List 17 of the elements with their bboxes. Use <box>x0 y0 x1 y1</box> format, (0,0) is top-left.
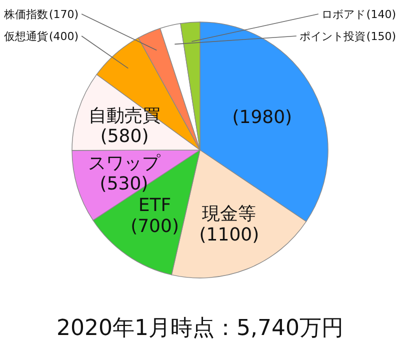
text: 2020年1月時点：5,740万円 <box>56 316 344 341</box>
slice-label: 仮想通貨 <box>4 30 48 43</box>
data-label: (530) <box>100 174 148 195</box>
slice-label: 現金等 <box>202 204 256 225</box>
data-label: (150) <box>366 30 396 43</box>
data-label: (170) <box>49 8 79 21</box>
slice-label: ロボアド <box>321 8 366 21</box>
data-label: (580) <box>100 126 149 148</box>
slice-label: 株価指数 <box>3 8 48 21</box>
slice-label: ETF <box>138 195 172 216</box>
data-label: (1980) <box>232 107 292 128</box>
data-label: (140) <box>366 8 396 21</box>
data-label: (700) <box>130 216 179 237</box>
data-label: (400) <box>49 30 79 43</box>
data-label: (1100) <box>199 224 260 246</box>
slice-label: スワップ <box>88 152 162 174</box>
slice-label: ポイント投資 <box>299 30 366 43</box>
